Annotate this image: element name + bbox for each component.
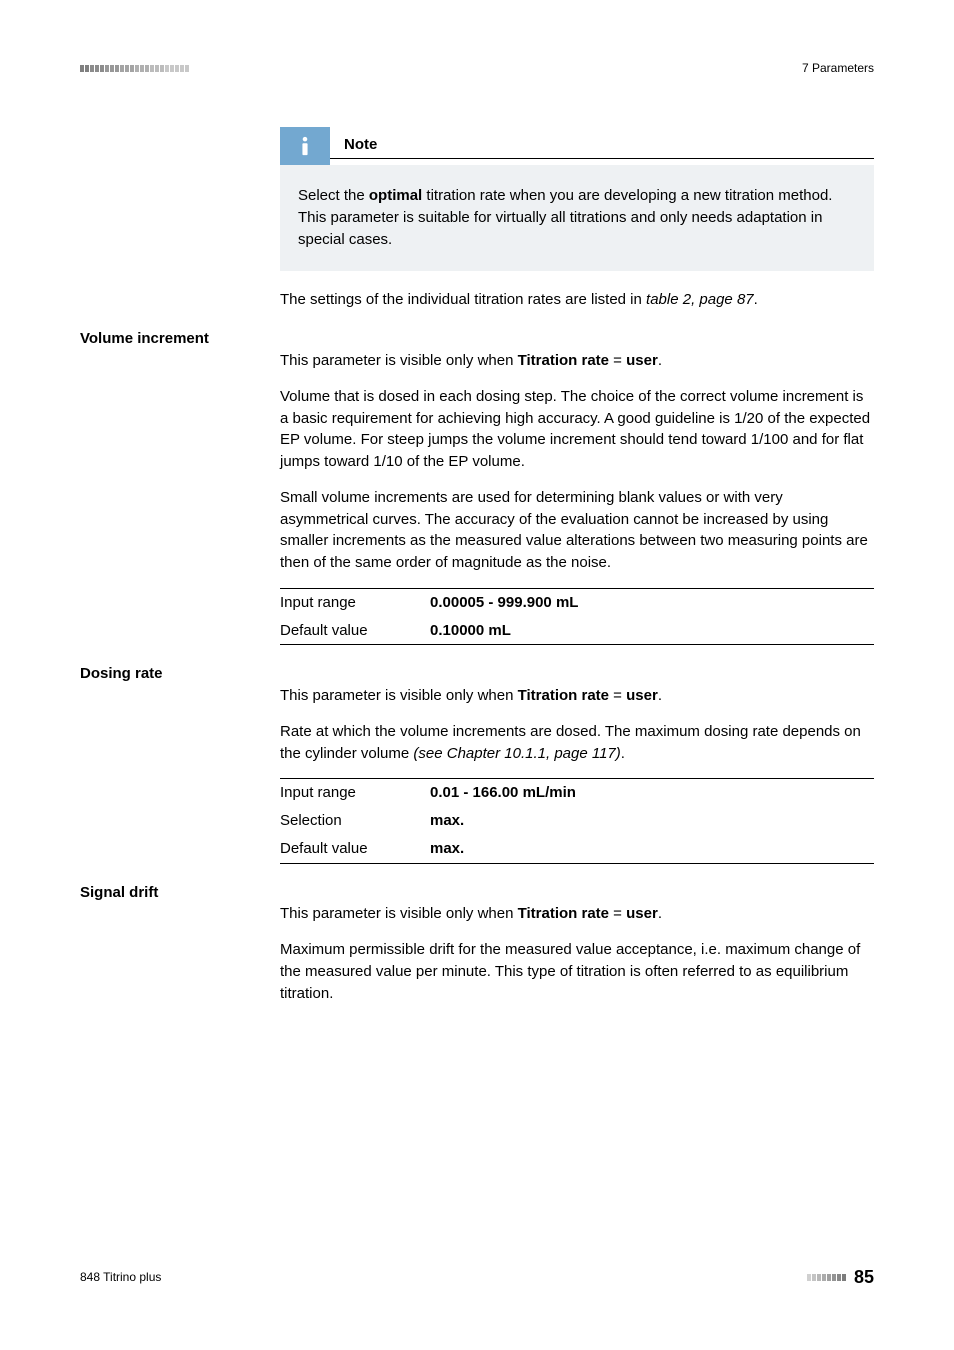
default-value-label: Default value (280, 835, 430, 863)
default-value: 0.10000 mL (430, 617, 874, 645)
input-range-value: 0.00005 - 999.900 mL (430, 588, 874, 616)
note-body: Select the optimal titration rate when y… (280, 165, 874, 270)
selection-value: max. (430, 807, 874, 835)
note-title: Note (330, 134, 874, 160)
default-value: max. (430, 835, 874, 863)
page-number: 85 (854, 1264, 874, 1290)
signal-drift-heading: Signal drift (80, 882, 874, 904)
footer-decorative-dashes (807, 1274, 846, 1281)
page-header: 7 Parameters (80, 60, 874, 77)
intro-paragraph: The settings of the individual titration… (280, 289, 874, 311)
dosing-rate-spec-table: Input range 0.01 - 166.00 mL/min Selecti… (280, 778, 874, 863)
dosing-rate-visibility: This parameter is visible only when Titr… (280, 685, 874, 707)
page-footer: 848 Titrino plus 85 (80, 1264, 874, 1290)
input-range-label: Input range (280, 779, 430, 807)
note-block: Note Select the optimal titration rate w… (280, 127, 874, 270)
input-range-label: Input range (280, 588, 430, 616)
volume-increment-para2: Small volume increments are used for det… (280, 487, 874, 574)
selection-label: Selection (280, 807, 430, 835)
signal-drift-visibility: This parameter is visible only when Titr… (280, 903, 874, 925)
header-section-label: 7 Parameters (802, 60, 874, 77)
volume-increment-spec-table: Input range 0.00005 - 999.900 mL Default… (280, 588, 874, 646)
dosing-rate-heading: Dosing rate (80, 663, 874, 685)
dosing-rate-para: Rate at which the volume increments are … (280, 721, 874, 765)
volume-increment-para1: Volume that is dosed in each dosing step… (280, 386, 874, 473)
info-icon (280, 127, 330, 165)
footer-product-name: 848 Titrino plus (80, 1269, 161, 1286)
volume-increment-heading: Volume increment (80, 328, 874, 350)
input-range-value: 0.01 - 166.00 mL/min (430, 779, 874, 807)
header-decorative-dashes (80, 65, 189, 72)
signal-drift-para: Maximum permissible drift for the measur… (280, 939, 874, 1004)
volume-increment-visibility: This parameter is visible only when Titr… (280, 350, 874, 372)
default-value-label: Default value (280, 617, 430, 645)
